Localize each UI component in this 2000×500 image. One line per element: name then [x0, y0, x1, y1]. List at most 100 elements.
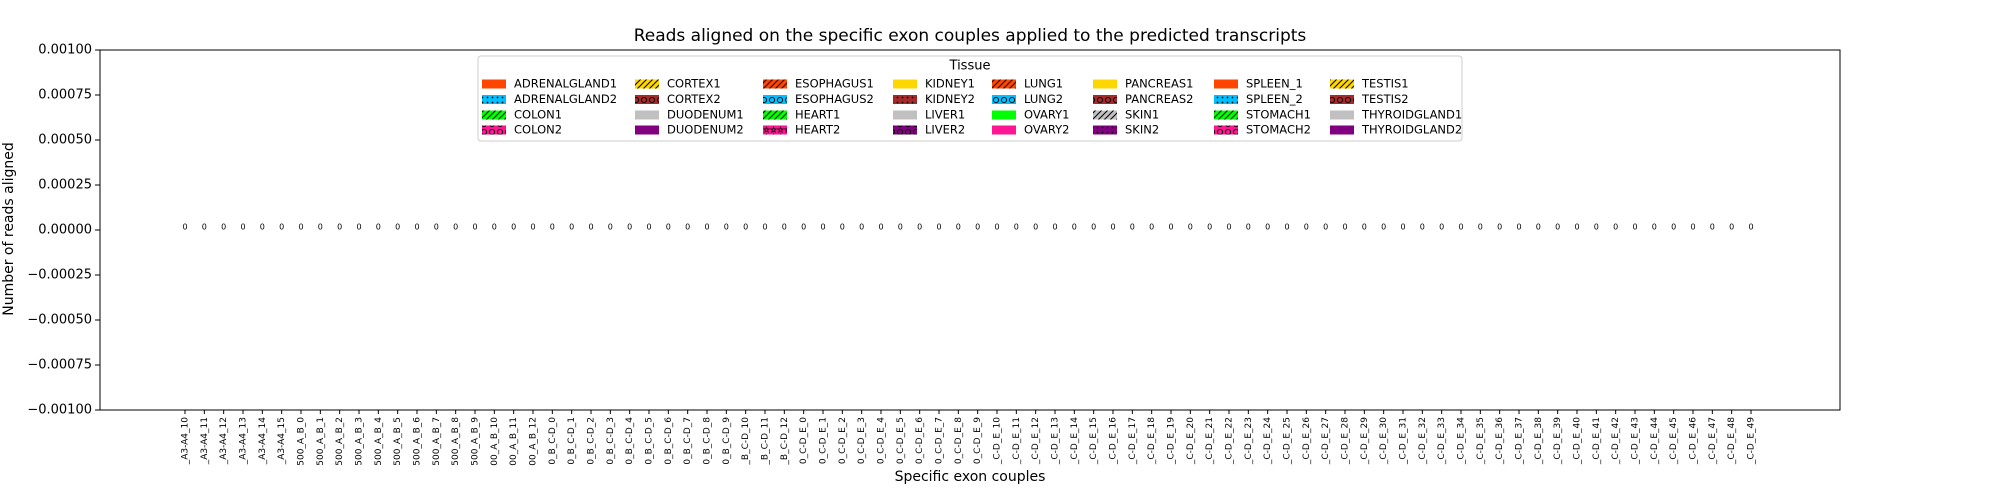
- value-label: 0: [588, 223, 593, 232]
- x-tick-label: _C-D_E_24: [1263, 417, 1273, 465]
- legend-label: THYROIDGLAND1: [1361, 108, 1462, 122]
- value-label: 0: [666, 223, 671, 232]
- value-label: 0: [472, 223, 477, 232]
- value-label: 0: [182, 223, 187, 232]
- x-tick-label: _C-D_E_29: [1360, 417, 1370, 465]
- x-tick-label: _C-D_E_41: [1592, 417, 1602, 465]
- x-tick-label: _C-D_E_40: [1573, 417, 1583, 465]
- value-label: 0: [1458, 223, 1463, 232]
- legend-label: STOMACH2: [1246, 123, 1311, 137]
- legend-hatch: [1093, 110, 1117, 120]
- legend-label: LIVER1: [925, 108, 965, 122]
- legend-hatch: [1093, 95, 1117, 104]
- x-tick-label: 0_C-D_E_8: [954, 417, 964, 464]
- value-label: 0: [376, 223, 381, 232]
- x-tick-label: _C-D_E_19: [1167, 417, 1177, 465]
- x-tick-label: _C-D_E_33: [1437, 417, 1447, 465]
- y-tick-label: 0.00075: [38, 88, 92, 103]
- value-label: 0: [1478, 223, 1483, 232]
- x-tick-label: _C-D_E_27: [1321, 417, 1331, 465]
- y-tick-label: 0.00000: [38, 223, 92, 238]
- legend-label: LIVER2: [925, 123, 965, 137]
- value-label: 0: [975, 223, 980, 232]
- legend-label: DUODENUM2: [667, 123, 744, 137]
- x-tick-label: _C-D_E_49: [1747, 417, 1757, 465]
- legend-hatch: [763, 110, 787, 120]
- legend-label: TESTIS2: [1361, 92, 1409, 106]
- x-tick-label: _C-D_E_39: [1553, 417, 1563, 465]
- value-label: 0: [1130, 223, 1135, 232]
- x-tick-label: 0_C-D_E_1: [819, 417, 829, 464]
- x-tick-label: _C-D_E_48: [1727, 417, 1737, 465]
- legend-hatch: [1330, 95, 1354, 104]
- legend-label: STOMACH1: [1246, 108, 1311, 122]
- value-label: 0: [279, 223, 284, 232]
- legend-swatch: [893, 110, 917, 120]
- y-tick-label: −0.00050: [27, 313, 92, 328]
- value-label: 0: [1284, 223, 1289, 232]
- value-label: 0: [1226, 223, 1231, 232]
- x-tick-label: 0_C-D_E_3: [857, 417, 867, 464]
- legend-hatch: [992, 79, 1016, 89]
- legend-label: ESOPHAGUS2: [795, 92, 874, 106]
- x-tick-label: 500_A_B_1: [316, 417, 326, 466]
- value-label: 0: [337, 223, 342, 232]
- legend-label: THYROIDGLAND2: [1361, 123, 1462, 137]
- x-tick-label: _A3-A4_12: [219, 417, 229, 465]
- value-label: 0: [356, 223, 361, 232]
- legend-hatch: [763, 95, 787, 104]
- legend-label: SKIN1: [1125, 108, 1159, 122]
- value-label: 0: [1652, 223, 1657, 232]
- legend-label: CORTEX2: [667, 92, 721, 106]
- x-tick-label: 0_B_C-D_2: [587, 417, 597, 465]
- value-label: 0: [1400, 223, 1405, 232]
- y-tick-label: −0.00025: [27, 268, 92, 283]
- value-label: 0: [1207, 223, 1212, 232]
- y-tick-label: −0.00100: [27, 403, 92, 418]
- value-label: 0: [685, 223, 690, 232]
- value-label: 0: [1671, 223, 1676, 232]
- x-tick-label: _C-D_E_30: [1379, 417, 1389, 465]
- value-label: 0: [743, 223, 748, 232]
- value-label: 0: [1014, 223, 1019, 232]
- x-tick-label: 0_B_C-D_8: [703, 417, 713, 465]
- x-tick-label: 0_C-D_E_5: [896, 417, 906, 464]
- value-label: 0: [956, 223, 961, 232]
- value-label: 0: [453, 223, 458, 232]
- legend-label: SPLEEN_2: [1246, 92, 1303, 106]
- x-tick-label: _B_C-D_12: [780, 417, 790, 466]
- value-label: 0: [1497, 223, 1502, 232]
- value-label: 0: [550, 223, 555, 232]
- legend-label: OVARY1: [1024, 108, 1069, 122]
- legend-swatch: [635, 110, 659, 120]
- value-label: 0: [1149, 223, 1154, 232]
- value-label: 0: [762, 223, 767, 232]
- x-tick-label: _C-D_E_18: [1147, 417, 1157, 465]
- x-tick-label: _C-D_E_31: [1399, 417, 1409, 465]
- legend-label: TESTIS1: [1361, 77, 1409, 91]
- legend-swatch: [1330, 125, 1354, 135]
- value-label: 0: [1710, 223, 1715, 232]
- x-tick-label: _C-D_E_14: [1070, 417, 1080, 465]
- value-label: 0: [1729, 223, 1734, 232]
- x-tick-label: _C-D_E_10: [993, 417, 1003, 465]
- legend-hatch: [482, 95, 506, 104]
- x-tick-label: _C-D_E_46: [1689, 417, 1699, 465]
- x-tick-label: _B_C-D_10: [741, 417, 751, 466]
- x-tick-label: _C-D_E_28: [1341, 417, 1351, 465]
- value-label: 0: [724, 223, 729, 232]
- legend-hatch: [1330, 79, 1354, 89]
- x-tick-label: _A3-A4_14: [258, 417, 268, 466]
- x-tick-label: 500_A_B_7: [432, 417, 442, 466]
- x-tick-label: _C-D_E_20: [1186, 417, 1196, 465]
- value-label: 0: [859, 223, 864, 232]
- value-label: 0: [627, 223, 632, 232]
- value-label: 0: [646, 223, 651, 232]
- legend-label: HEART1: [795, 108, 840, 122]
- legend-box: [477, 55, 1463, 142]
- x-tick-label: _C-D_E_38: [1534, 417, 1544, 465]
- x-tick-label: _C-D_E_34: [1457, 417, 1467, 465]
- legend-hatch: [1214, 95, 1238, 104]
- x-tick-label: _C-D_E_42: [1611, 417, 1621, 465]
